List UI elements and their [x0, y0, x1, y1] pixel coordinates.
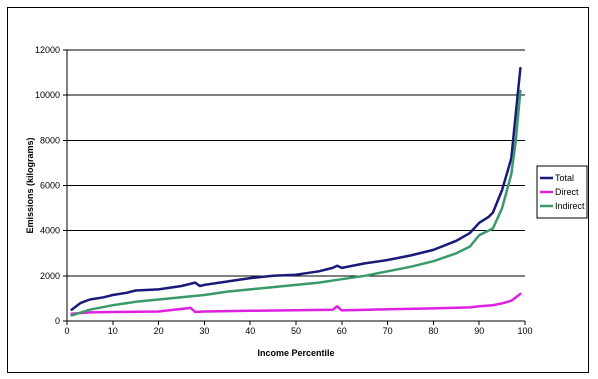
line-chart: 0 2000 4000 6000 8000 10000 12000 0 10 20 30 40 50 60… [25, 45, 588, 358]
x-tick-label: 30 [199, 326, 209, 336]
legend-label-total: Total [555, 173, 574, 183]
x-tick-label: 10 [108, 326, 118, 336]
x-tick-label: 80 [428, 326, 438, 336]
legend-label-indirect: Indirect [555, 201, 585, 211]
y-tick-label: 0 [55, 316, 60, 326]
x-tick-label: 90 [474, 326, 484, 336]
y-tick-label: 8000 [40, 135, 60, 145]
y-tick-label: 6000 [40, 181, 60, 191]
y-axis-title: Emissions (kilograms) [25, 137, 35, 233]
x-tick-label: 60 [337, 326, 347, 336]
chart-frame: 0 2000 4000 6000 8000 10000 12000 0 10 20 30 40 50 60… [7, 7, 589, 373]
x-tick-label: 70 [383, 326, 393, 336]
y-tick-label: 4000 [40, 226, 60, 236]
y-tick-label: 12000 [35, 45, 60, 55]
y-tick-label: 2000 [40, 271, 60, 281]
series-line-indirect [70, 89, 522, 317]
x-axis-title: Income Percentile [257, 348, 334, 358]
series-line-direct [70, 292, 522, 316]
x-tick-label: 50 [291, 326, 301, 336]
x-tick-label: 100 [517, 326, 532, 336]
x-tick-label: 0 [64, 326, 69, 336]
series-line-total [70, 66, 522, 311]
y-tick-label: 10000 [35, 90, 60, 100]
x-tick-label: 20 [154, 326, 164, 336]
x-tick-label: 40 [245, 326, 255, 336]
legend-label-direct: Direct [555, 187, 579, 197]
